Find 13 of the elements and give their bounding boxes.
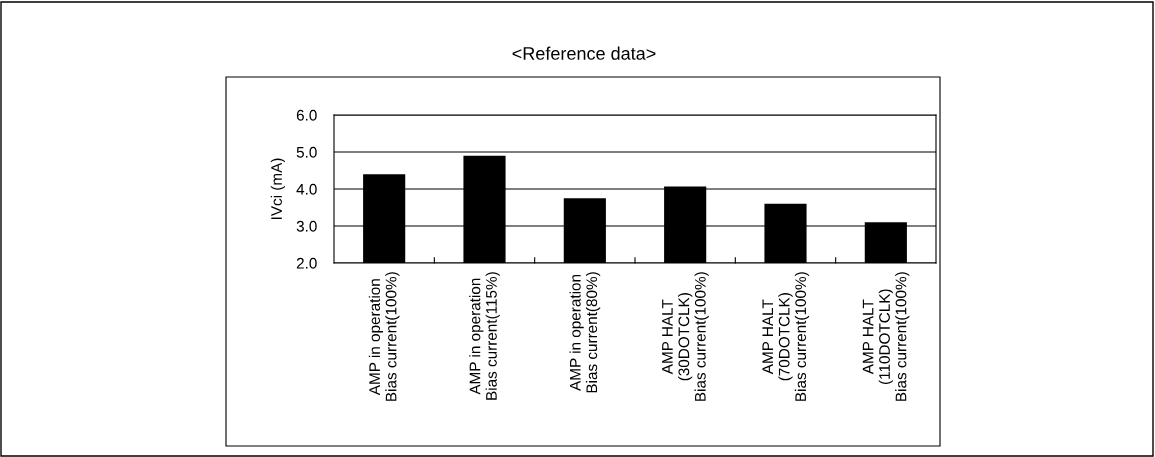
- y-tick-label: 5.0: [296, 146, 317, 158]
- x-tick-label: AMP HALT (110DOTCLK) Bias current(100%): [862, 272, 910, 401]
- x-tick-label: AMP in operation Bias current(100%): [368, 272, 400, 401]
- y-tick-label: 6.0: [296, 109, 317, 121]
- x-tick-label: AMP in operation Bias current(115%): [469, 272, 500, 400]
- y-tick-label: 2.0: [296, 257, 317, 269]
- chart-title: <Reference data>: [512, 46, 656, 60]
- x-tick-label: AMP HALT (70DOTCLK) Bias current(100%): [762, 272, 810, 401]
- y-tick-label: 3.0: [296, 220, 317, 232]
- x-tick-label: AMP in operation Bias current(80%): [569, 272, 601, 393]
- x-tick-label: AMP HALT (30DOTCLK) Bias current(100%): [662, 272, 709, 401]
- y-axis-title: IVci (mA): [270, 158, 285, 219]
- y-tick-label: 4.0: [296, 183, 317, 195]
